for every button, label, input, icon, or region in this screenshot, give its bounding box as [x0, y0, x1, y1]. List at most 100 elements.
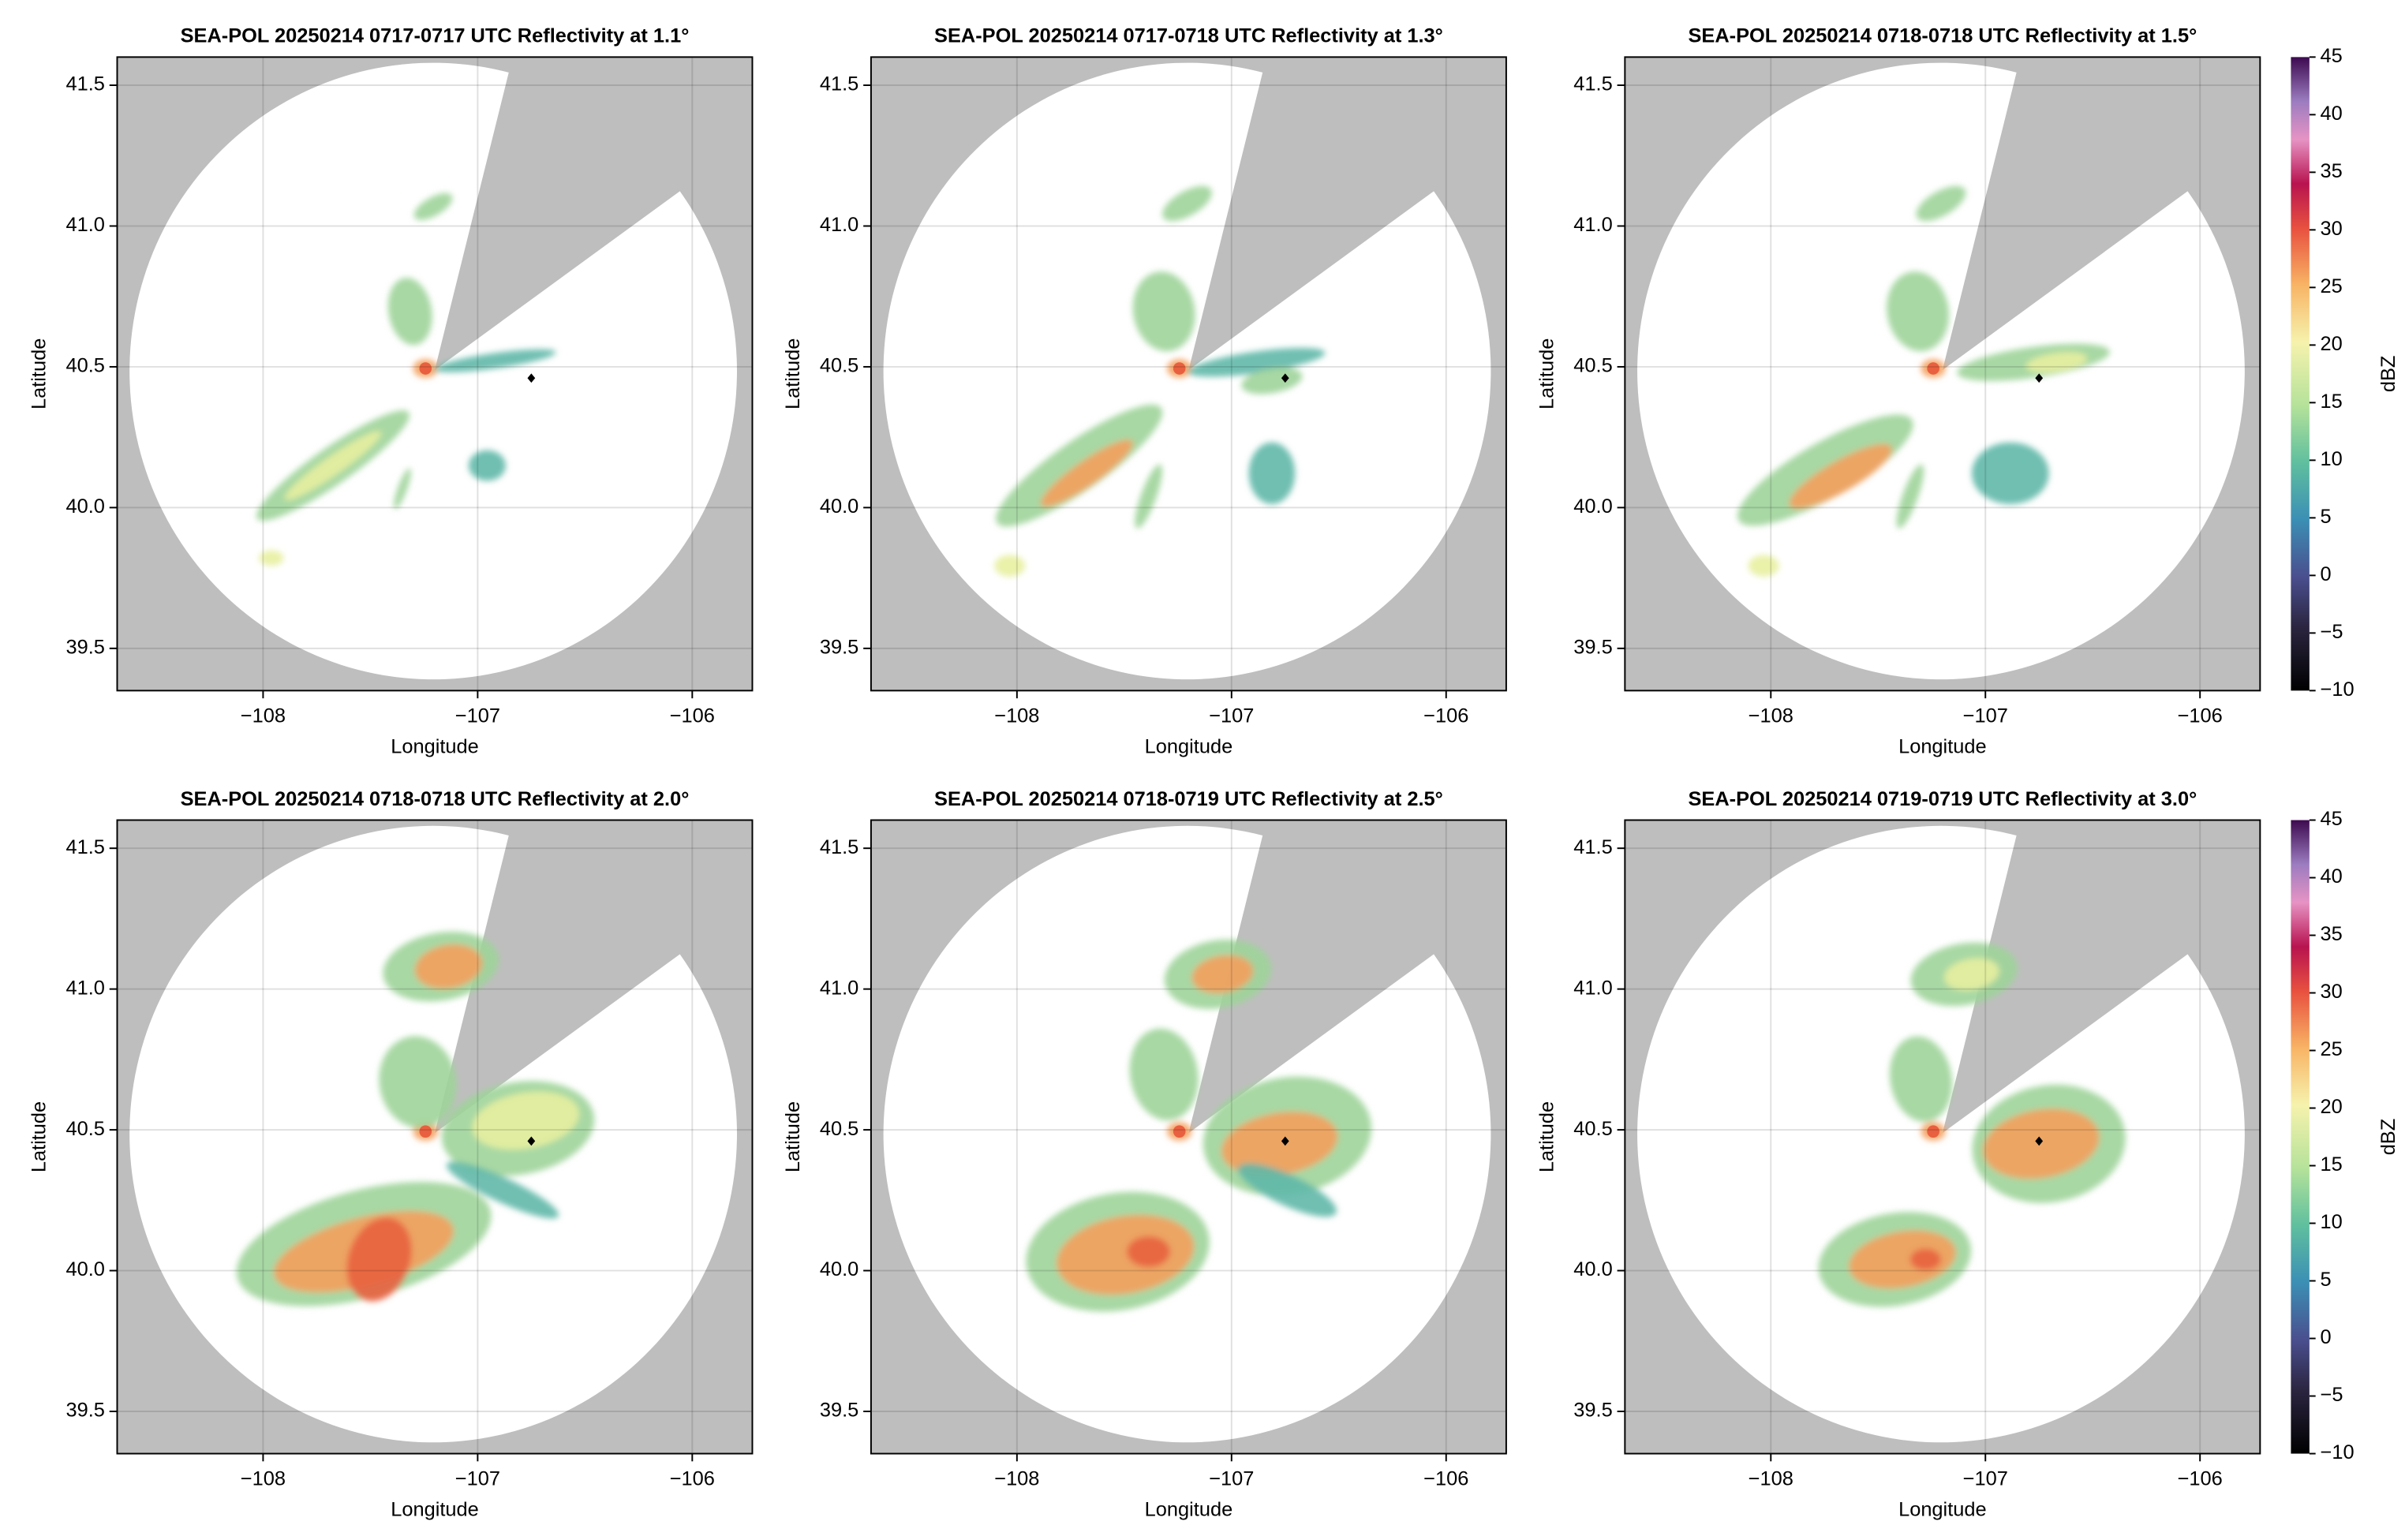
echo: [1162, 185, 1212, 222]
echo: [414, 944, 483, 989]
y-tick-label: 41.5: [65, 73, 104, 95]
y-tick-label: 39.5: [65, 1400, 104, 1422]
chart-title: SEA-POL 20250214 0718-0718 UTC Reflectiv…: [181, 788, 690, 810]
echo: [1221, 1112, 1338, 1176]
echoes: [994, 185, 1326, 577]
echo: [284, 431, 382, 500]
chart-title: SEA-POL 20250214 0717-0718 UTC Reflectiv…: [934, 25, 1443, 47]
y-tick-label: 40.0: [65, 495, 104, 518]
echo: [1237, 1163, 1337, 1217]
x-tick-label: −106: [2178, 1467, 2223, 1490]
colorbar-tick-label: 25: [2321, 1038, 2343, 1060]
y-tick-label: 40.0: [820, 495, 858, 518]
colorbar: [2291, 820, 2310, 1454]
y-axis-label: Latitude: [28, 338, 50, 409]
plot-frame: [870, 56, 1507, 692]
y-tick-label: 40.5: [65, 355, 104, 377]
x-tick-label: −108: [994, 705, 1039, 727]
y-tick-label: 41.5: [65, 836, 104, 858]
y-axis-label: Latitude: [1535, 1101, 1558, 1172]
echoes: [256, 192, 556, 566]
echoes: [1026, 939, 1372, 1312]
colorbar-tick-label: 15: [2321, 1153, 2343, 1176]
plot-area: [117, 57, 753, 691]
echoes: [236, 931, 595, 1306]
echo: [346, 1217, 412, 1302]
panel: −108 −107 −106 39.5 40.0 40.5 41.0 41.5 SEA-POL …: [28, 788, 754, 1521]
colorbar-tick-label: 30: [2321, 218, 2343, 240]
plot-frame: [870, 819, 1507, 1455]
echo: [472, 1091, 579, 1150]
x-tick-label: −106: [2178, 705, 2223, 727]
colorbar-tick-label: 45: [2321, 808, 2343, 830]
x-axis-label: Longitude: [1898, 735, 1987, 757]
plot-area: [1625, 57, 2261, 691]
echo: [1916, 185, 1966, 222]
y-tick-label: 41.0: [820, 977, 858, 999]
colorbar-tick-label: −5: [2321, 1384, 2343, 1406]
y-axis-label: Latitude: [782, 1101, 804, 1172]
echo: [1129, 1028, 1199, 1121]
x-tick-label: −106: [670, 1467, 715, 1490]
echo: [1748, 555, 1779, 577]
x-tick-label: −107: [1963, 1467, 2008, 1490]
echo: [413, 192, 453, 220]
y-tick-label: 41.5: [1573, 836, 1612, 858]
x-tick-label: −107: [455, 1467, 500, 1490]
x-tick-label: −107: [1963, 705, 2008, 727]
y-tick-label: 41.5: [1573, 73, 1612, 95]
colorbar: [2291, 57, 2310, 691]
colorbar-tick-label: 0: [2321, 1326, 2332, 1348]
x-tick-label: −106: [1423, 705, 1468, 727]
x-tick-label: −108: [1749, 1467, 1793, 1490]
radar-site: [1281, 1136, 1289, 1146]
y-tick-label: 40.0: [1573, 495, 1612, 518]
x-axis-label: Longitude: [391, 1499, 479, 1521]
y-tick-label: 39.5: [1573, 637, 1612, 659]
echo: [1191, 955, 1254, 993]
x-axis-label: Longitude: [1145, 1499, 1233, 1521]
y-tick-label: 41.0: [1573, 977, 1612, 999]
y-tick-label: 40.0: [65, 1258, 104, 1280]
panel: −108 −107 −106 39.5 40.0 40.5 41.0 41.5 SEA-POL …: [28, 25, 754, 757]
y-tick-label: 40.5: [820, 1118, 858, 1140]
x-tick-label: −108: [1749, 705, 1793, 727]
y-tick-label: 41.0: [65, 214, 104, 236]
y-tick-label: 40.0: [1573, 1258, 1612, 1280]
echo-core: [1927, 1125, 1939, 1138]
echo: [1248, 442, 1296, 504]
x-tick-label: −107: [455, 705, 500, 727]
y-tick-label: 41.5: [820, 836, 858, 858]
x-tick-label: −108: [994, 1467, 1039, 1490]
chart-title: SEA-POL 20250214 0717-0717 UTC Reflectiv…: [181, 25, 690, 47]
x-tick-label: −108: [241, 1467, 286, 1490]
panel: −108 −107 −106 39.5 40.0 40.5 41.0 41.5 SEA-POL …: [1535, 25, 2399, 758]
colorbar-tick-label: 20: [2321, 1096, 2343, 1118]
echoes: [1818, 942, 2126, 1307]
y-tick-label: 40.5: [65, 1118, 104, 1140]
colorbar-tick-label: 0: [2321, 563, 2332, 585]
y-tick-label: 41.0: [820, 214, 858, 236]
x-axis-label: Longitude: [1145, 735, 1233, 757]
echo: [1057, 1215, 1195, 1295]
echo: [1241, 367, 1303, 394]
echo: [1127, 1236, 1170, 1268]
x-tick-label: −107: [1209, 1467, 1254, 1490]
x-tick-label: −106: [670, 705, 715, 727]
colorbar-tick-label: 20: [2321, 333, 2343, 355]
x-tick-label: −106: [1423, 1467, 1468, 1490]
y-tick-label: 40.0: [820, 1258, 858, 1280]
echo-core: [1927, 362, 1939, 375]
echo: [2025, 352, 2088, 373]
plot-area: [870, 57, 1506, 691]
colorbar-tick-label: 25: [2321, 275, 2343, 297]
echo: [379, 1036, 457, 1128]
colorbar-tick-label: 5: [2321, 506, 2332, 528]
panel: −108 −107 −106 39.5 40.0 40.5 41.0 41.5 SEA-POL …: [782, 788, 1507, 1521]
echo: [1188, 347, 1326, 377]
y-tick-label: 39.5: [820, 1400, 858, 1422]
echo: [1135, 464, 1162, 529]
y-axis-label: Latitude: [1535, 338, 1558, 409]
plot-frame: [1624, 56, 2261, 692]
